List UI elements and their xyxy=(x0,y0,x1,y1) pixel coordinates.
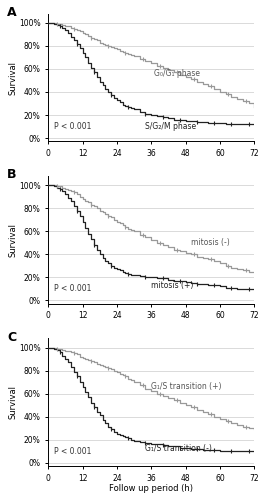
X-axis label: Follow up period (h): Follow up period (h) xyxy=(109,484,193,493)
Text: P < 0.001: P < 0.001 xyxy=(54,446,91,456)
Text: mitosis (+): mitosis (+) xyxy=(151,281,194,290)
Text: G₁/S transition (+): G₁/S transition (+) xyxy=(151,382,222,391)
Text: mitosis (-): mitosis (-) xyxy=(191,238,230,248)
Text: A: A xyxy=(7,6,16,19)
Text: C: C xyxy=(7,330,16,344)
Text: G₁/S transition (-): G₁/S transition (-) xyxy=(146,444,212,454)
Y-axis label: Survival: Survival xyxy=(9,385,18,419)
Text: P < 0.001: P < 0.001 xyxy=(54,284,91,294)
Text: S/G₂/M phase: S/G₂/M phase xyxy=(146,122,197,131)
Text: G₀/G₁ phase: G₀/G₁ phase xyxy=(154,69,200,78)
Text: B: B xyxy=(7,168,16,181)
Text: P < 0.001: P < 0.001 xyxy=(54,122,91,131)
Y-axis label: Survival: Survival xyxy=(9,60,18,94)
Y-axis label: Survival: Survival xyxy=(9,223,18,257)
